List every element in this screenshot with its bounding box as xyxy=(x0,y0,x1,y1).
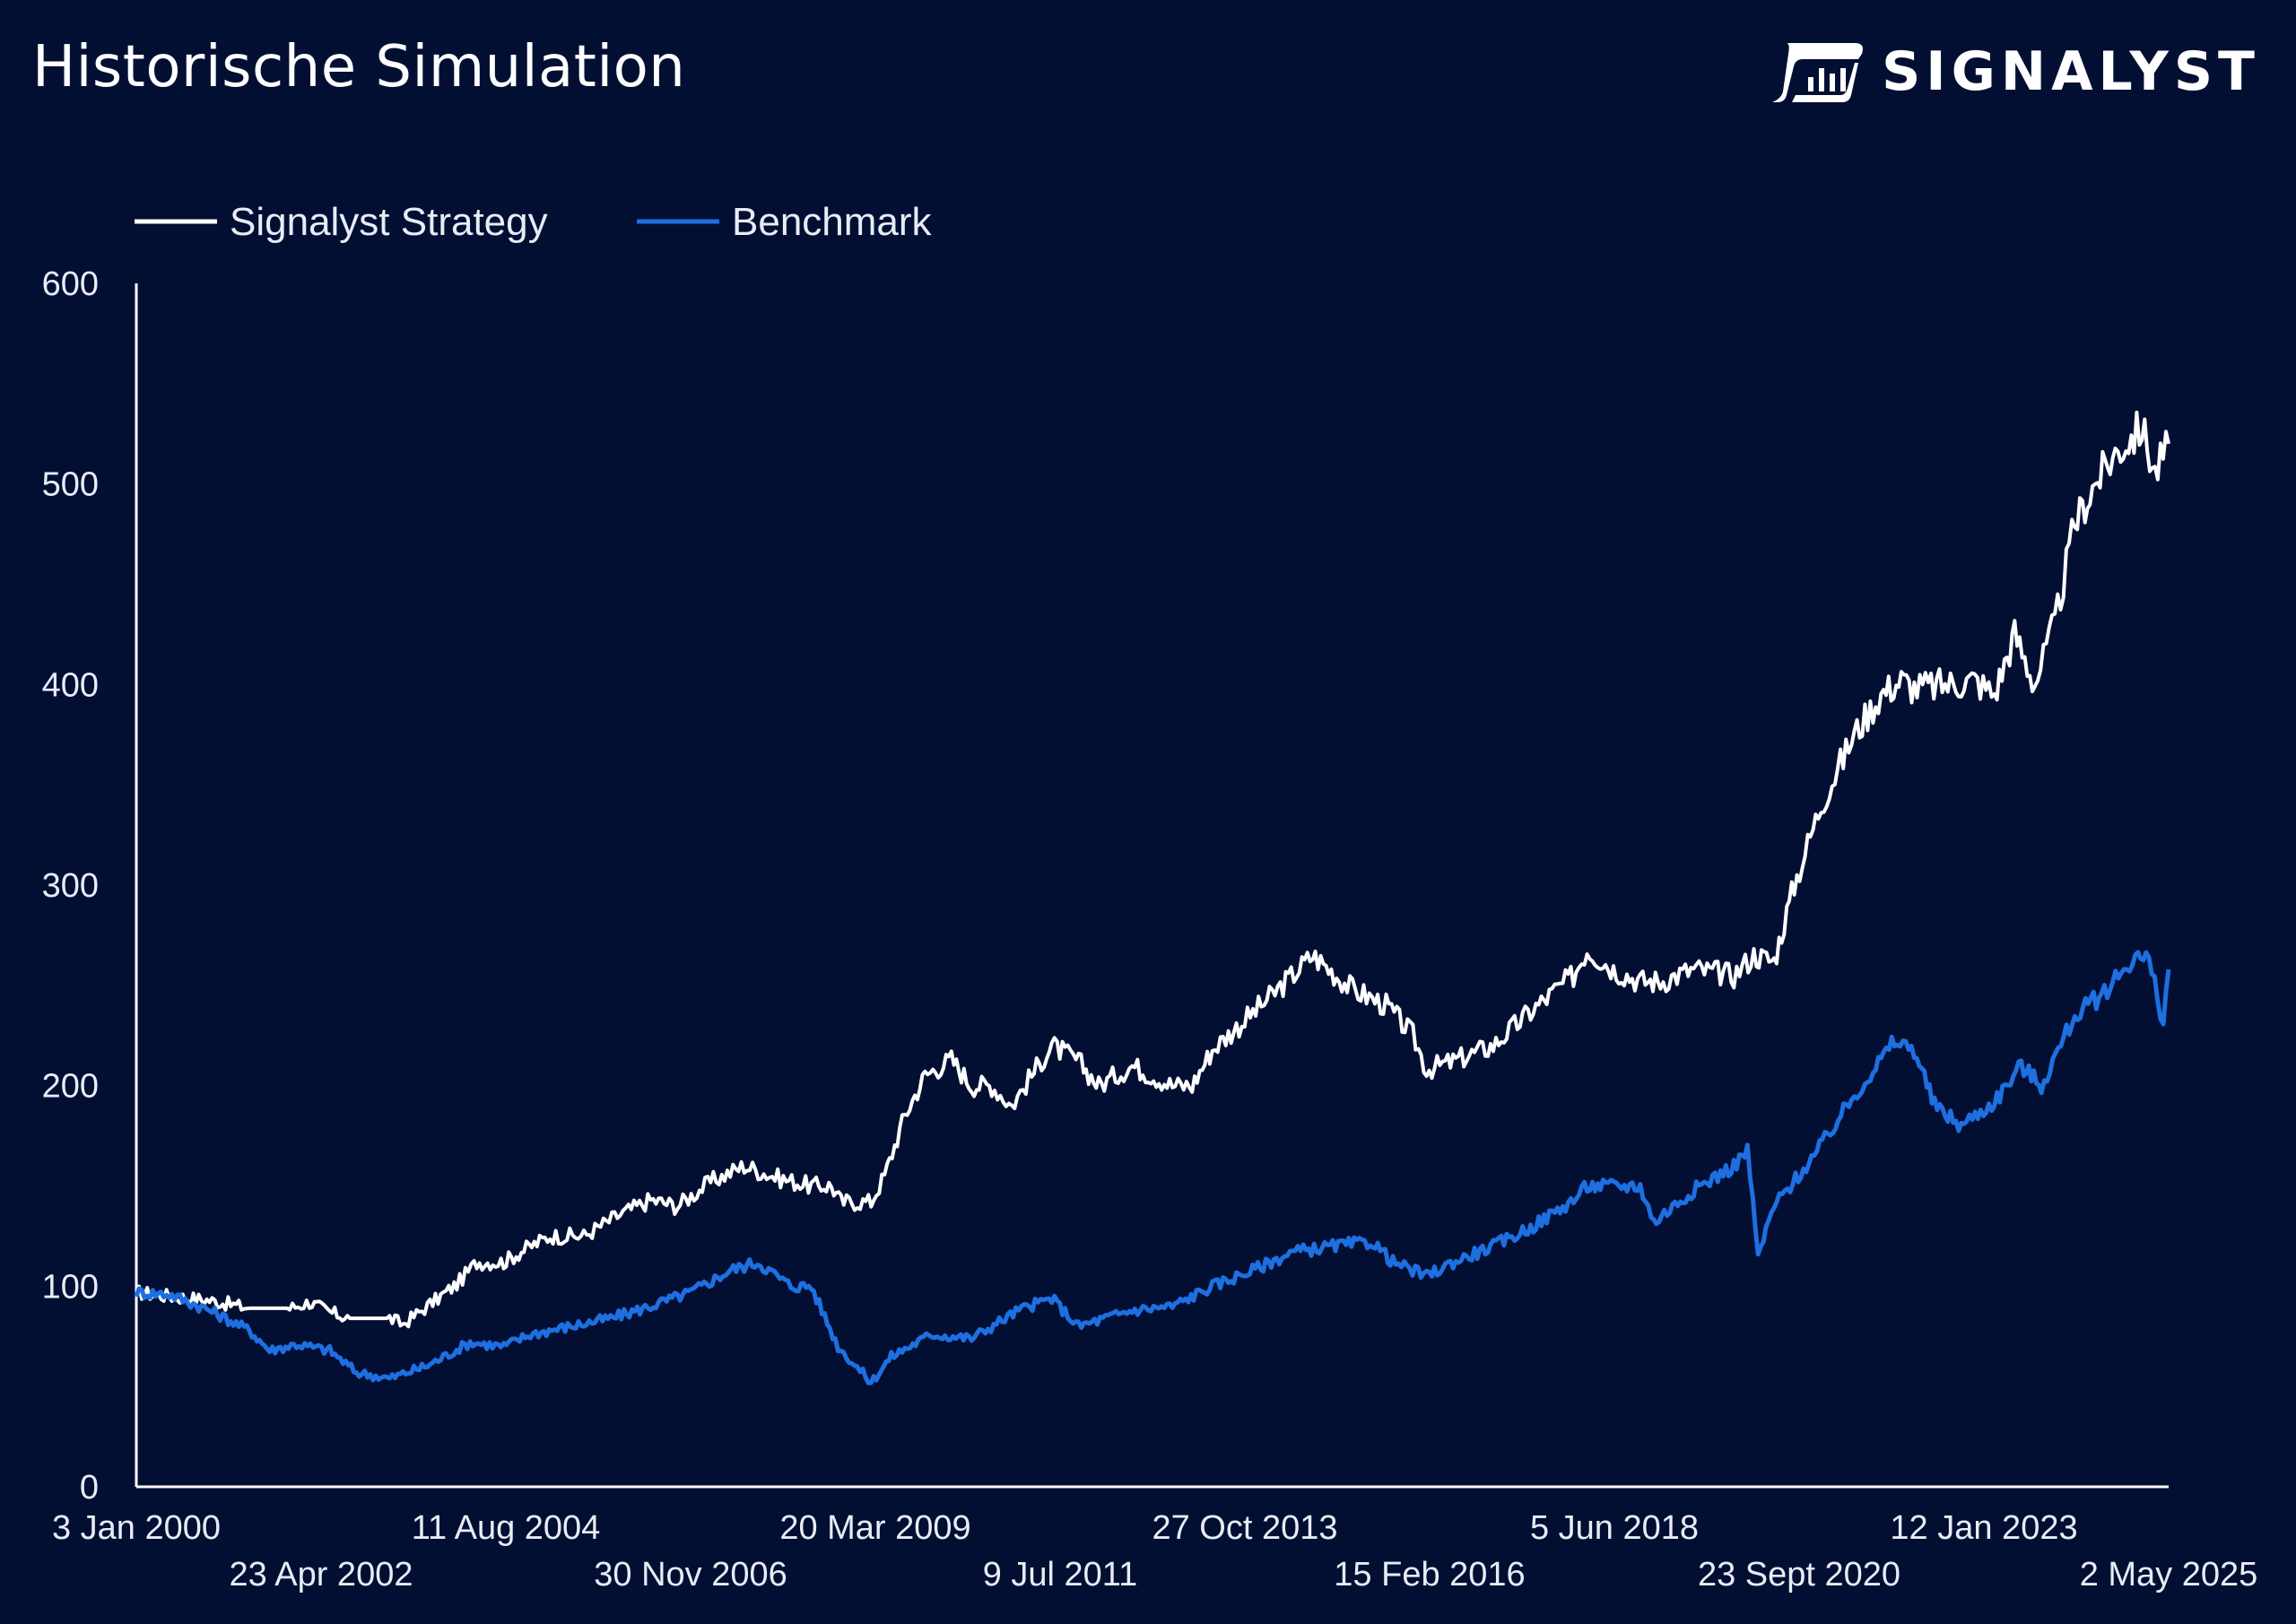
signalyst-logo-icon xyxy=(1772,43,1864,102)
y-tick-label: 400 xyxy=(42,666,99,704)
y-tick-label: 300 xyxy=(42,867,99,905)
x-tick-label: 11 Aug 2004 xyxy=(412,1509,601,1547)
benchmark-line xyxy=(134,950,2171,1385)
x-tick-label: 2 May 2025 xyxy=(2080,1556,2258,1594)
y-tick-label: 100 xyxy=(42,1268,99,1306)
chart-series xyxy=(134,410,2171,1385)
legend-label-benchmark: Benchmark xyxy=(732,200,933,244)
x-tick-label: 15 Feb 2016 xyxy=(1334,1556,1525,1594)
x-tick-label: 3 Jan 2000 xyxy=(52,1509,221,1547)
x-tick-label: 30 Nov 2006 xyxy=(594,1556,787,1594)
x-tick-label: 27 Oct 2013 xyxy=(1152,1509,1337,1547)
x-tick-label: 20 Mar 2009 xyxy=(779,1509,970,1547)
y-tick-label: 500 xyxy=(42,466,99,504)
x-tick-label: 23 Apr 2002 xyxy=(230,1556,413,1594)
y-tick-label: 200 xyxy=(42,1068,99,1106)
x-tick-label: 5 Jun 2018 xyxy=(1530,1509,1699,1547)
y-tick-label: 600 xyxy=(42,265,99,303)
y-tick-label: 0 xyxy=(80,1469,99,1507)
x-tick-label: 12 Jan 2023 xyxy=(1890,1509,2077,1547)
x-tick-label: 9 Jul 2011 xyxy=(983,1556,1138,1594)
legend-label-signalyst-strategy: Signalyst Strategy xyxy=(230,200,548,244)
x-tick-label: 23 Sept 2020 xyxy=(1698,1556,1900,1594)
page-title: Historische Simulation xyxy=(32,34,686,100)
brand-name: SIGNALYST xyxy=(1882,40,2260,103)
brand-logo: SIGNALYST xyxy=(1769,32,2260,111)
chart-legend: Signalyst Strategy Benchmark xyxy=(135,200,933,244)
signalyst-strategy-line xyxy=(135,410,2170,1329)
